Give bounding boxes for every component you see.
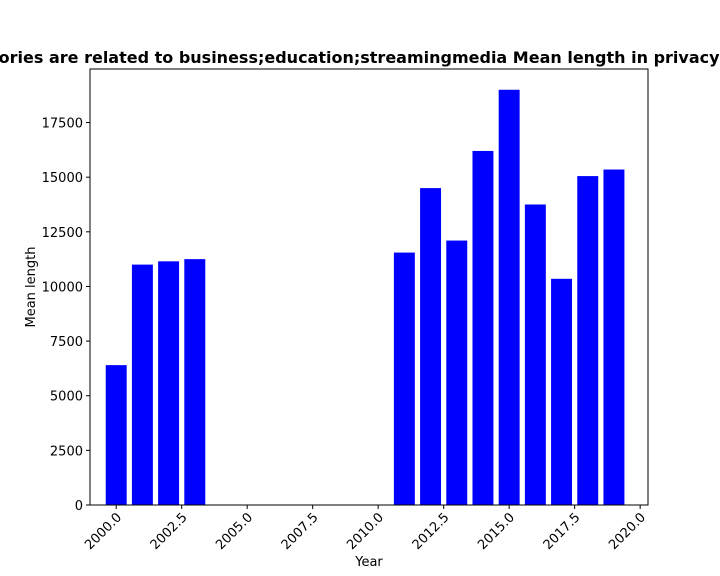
bar-2012 bbox=[420, 188, 442, 505]
y-tick-label: 2500 bbox=[50, 444, 83, 459]
y-tick-label: 12500 bbox=[42, 226, 83, 241]
bar-2018 bbox=[577, 176, 599, 506]
y-tick-label: 15000 bbox=[42, 171, 83, 186]
chart-title: Categories are related to business;educa… bbox=[0, 48, 720, 67]
bar-2003 bbox=[184, 259, 206, 505]
y-axis: 0 2500 5000 7500 10000 12500 15000 17500 bbox=[42, 117, 90, 514]
y-axis-label: Mean length bbox=[24, 247, 39, 328]
x-axis-label: Year bbox=[354, 555, 383, 570]
bar-2014 bbox=[472, 150, 494, 505]
y-tick-label: 0 bbox=[75, 499, 83, 514]
bar-2011 bbox=[393, 252, 415, 505]
bar-2013 bbox=[446, 240, 468, 505]
y-tick-label: 5000 bbox=[50, 390, 83, 405]
plot-frame bbox=[89, 68, 649, 506]
bar-2016 bbox=[524, 204, 546, 505]
y-tick-label: 7500 bbox=[50, 335, 83, 350]
bar-2017 bbox=[551, 278, 573, 505]
bar-2015 bbox=[498, 89, 520, 505]
bars-group bbox=[105, 89, 625, 506]
y-tick-label: 10000 bbox=[42, 280, 83, 295]
bar-2001 bbox=[131, 264, 153, 505]
bar-2002 bbox=[158, 261, 180, 505]
bar-2000 bbox=[105, 365, 127, 505]
y-tick-label: 17500 bbox=[42, 117, 83, 132]
bar-2019 bbox=[603, 169, 625, 506]
